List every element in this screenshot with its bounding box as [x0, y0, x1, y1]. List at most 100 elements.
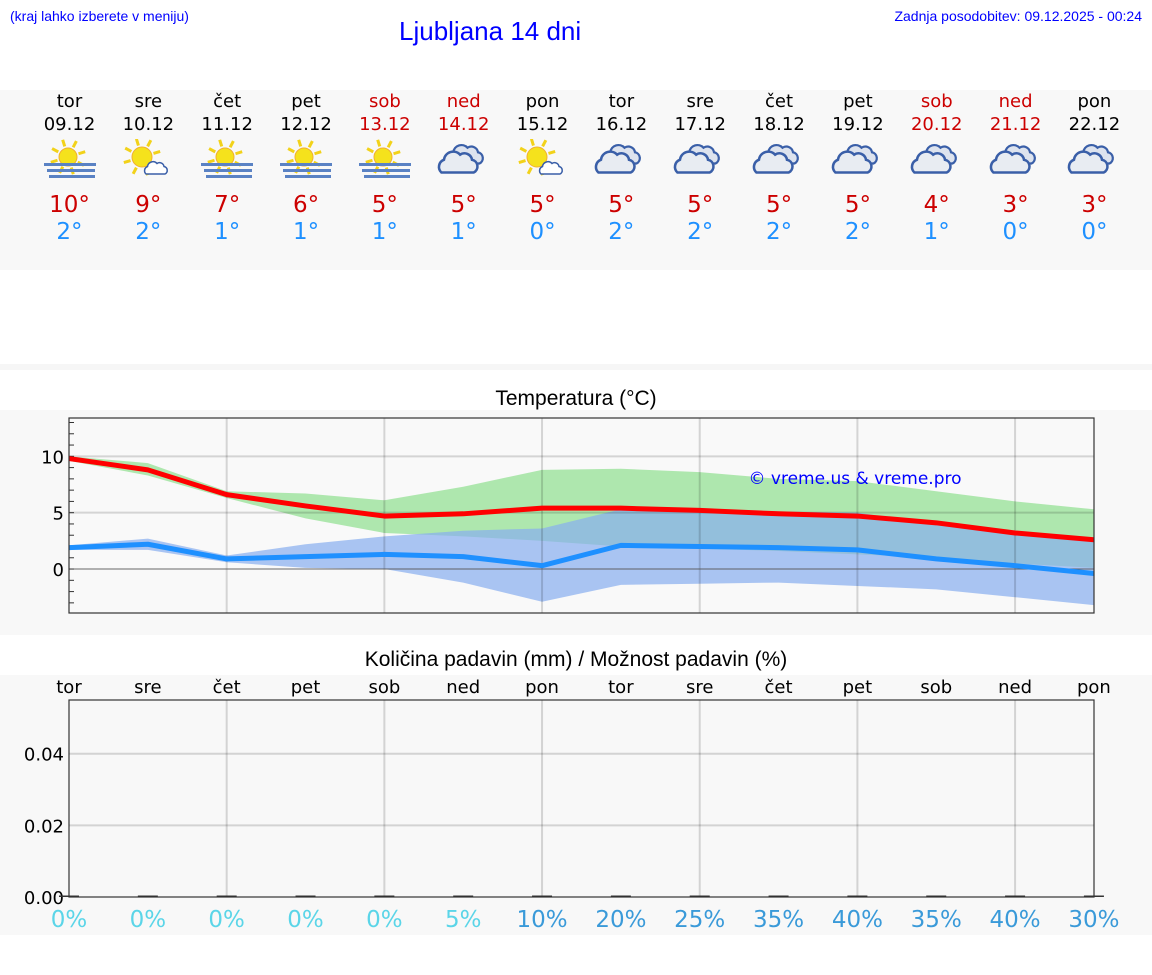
day-column: sob 20.12 4° 1°	[897, 90, 976, 246]
day-column: pet 12.12 6° 1°	[267, 90, 346, 246]
day-label: sob	[368, 677, 400, 698]
precip-bar	[532, 895, 553, 897]
day-column: pon 15.12 5° 0°	[503, 90, 582, 246]
day-column: tor 09.12 10° 2°	[30, 90, 109, 246]
day-name: sob	[920, 91, 953, 112]
day-date: 19.12	[832, 114, 884, 135]
precip-probability: 40%	[832, 907, 883, 933]
precip-bar	[689, 895, 710, 897]
y-tick-label: 0.02	[24, 816, 64, 837]
temp-min: 0°	[529, 219, 556, 245]
day-column: pon 22.12 3° 0°	[1055, 90, 1134, 246]
temp-max: 6°	[292, 192, 320, 218]
day-date: 22.12	[1068, 114, 1121, 135]
temp-min: 2°	[844, 219, 871, 245]
precip-chart-area	[0, 675, 1152, 935]
temp-min: 2°	[608, 219, 635, 245]
day-label: tor	[56, 677, 82, 698]
temp-max: 3°	[1002, 192, 1029, 218]
precip-probability: 35%	[753, 907, 804, 933]
day-column: ned 14.12 5° 1°	[424, 90, 503, 246]
cloudy-icon	[661, 136, 740, 186]
temp-max: 5°	[529, 192, 556, 218]
y-tick-label: 0.04	[24, 745, 64, 766]
cloudy-icon	[897, 136, 976, 186]
day-label: sre	[134, 677, 161, 698]
precip-probability: 0%	[208, 907, 245, 933]
day-date: 13.12	[359, 114, 411, 135]
precip-probability: 20%	[595, 907, 646, 933]
plot-frame	[68, 417, 1095, 614]
temp-max: 5°	[371, 192, 398, 218]
day-date: 11.12	[201, 114, 253, 135]
day-label: pet	[843, 677, 873, 698]
day-date: 15.12	[516, 114, 569, 135]
cloudy-icon	[424, 136, 503, 186]
y-tick-label: 5	[53, 504, 64, 525]
temp-min: 2°	[687, 219, 714, 245]
cloudy-icon	[582, 136, 661, 186]
precip-bar	[453, 895, 474, 897]
temp-max: 9°	[135, 192, 162, 218]
temp-max: 5°	[844, 192, 871, 218]
day-column: sob 13.12 5° 1°	[345, 90, 424, 246]
precip-chart-title: Količina padavin (mm) / Možnost padavin …	[364, 648, 788, 671]
day-name: pet	[843, 91, 873, 112]
watermark: © vreme.us & vreme.pro	[748, 469, 961, 489]
day-column: sre 10.12 9° 2°	[109, 90, 188, 246]
sun-fog-icon	[345, 136, 424, 186]
plot-frame	[68, 699, 1095, 898]
temp-max: 10°	[49, 192, 90, 218]
precip-bar	[295, 895, 316, 897]
temp-min: 1°	[292, 219, 320, 245]
page-title: Ljubljana 14 dni	[399, 16, 582, 46]
day-label: čet	[213, 677, 241, 698]
temp-max: 3°	[1081, 192, 1108, 218]
y-tick-label: 0	[53, 560, 64, 581]
temp-min: 2°	[56, 219, 83, 245]
day-column: sre 17.12 5° 2°	[661, 90, 740, 246]
min-temp-line	[68, 541, 1095, 577]
precip-probability: 0%	[51, 907, 88, 933]
precip-probability: 0%	[287, 907, 324, 933]
temp-min: 0°	[1002, 219, 1029, 245]
temp-max: 5°	[765, 192, 793, 218]
precip-bar	[610, 895, 631, 897]
day-name: čet	[213, 91, 242, 112]
precip-bar	[374, 895, 395, 897]
max-temp-line	[68, 456, 1095, 543]
temp-min: 1°	[923, 219, 950, 245]
sun-fog-icon	[267, 136, 346, 186]
temperature-chart-title: Temperatura (°C)	[495, 387, 657, 410]
day-label: sob	[920, 677, 952, 698]
temp-max: 4°	[923, 192, 950, 218]
day-name: tor	[56, 91, 83, 112]
cloudy-icon	[740, 136, 819, 186]
temp-min: 2°	[765, 219, 793, 245]
day-name: čet	[765, 91, 794, 112]
sun-cloud-icon	[503, 136, 582, 186]
precip-probability: 25%	[674, 907, 725, 933]
day-column: čet 18.12 5° 2°	[740, 90, 819, 246]
day-date: 17.12	[674, 114, 726, 135]
cloudy-icon	[976, 136, 1055, 186]
day-date: 20.12	[910, 114, 963, 135]
day-name: pon	[525, 91, 560, 112]
day-date: 12.12	[280, 114, 332, 135]
temp-max: 5°	[450, 192, 477, 218]
y-tick-label: 10	[41, 447, 64, 468]
precip-probability: 5%	[445, 907, 482, 933]
day-label: pon	[1077, 677, 1111, 698]
precip-probability: 0%	[366, 907, 403, 933]
day-label: ned	[998, 677, 1032, 698]
temp-min: 1°	[214, 219, 241, 245]
temp-min: 1°	[371, 219, 398, 245]
precip-probability: 35%	[911, 907, 962, 933]
day-name: sre	[134, 91, 163, 112]
sun-fog-icon	[30, 136, 109, 186]
temp-max: 7°	[214, 192, 241, 218]
precip-bar	[768, 895, 789, 897]
precip-probability: 40%	[990, 907, 1041, 933]
